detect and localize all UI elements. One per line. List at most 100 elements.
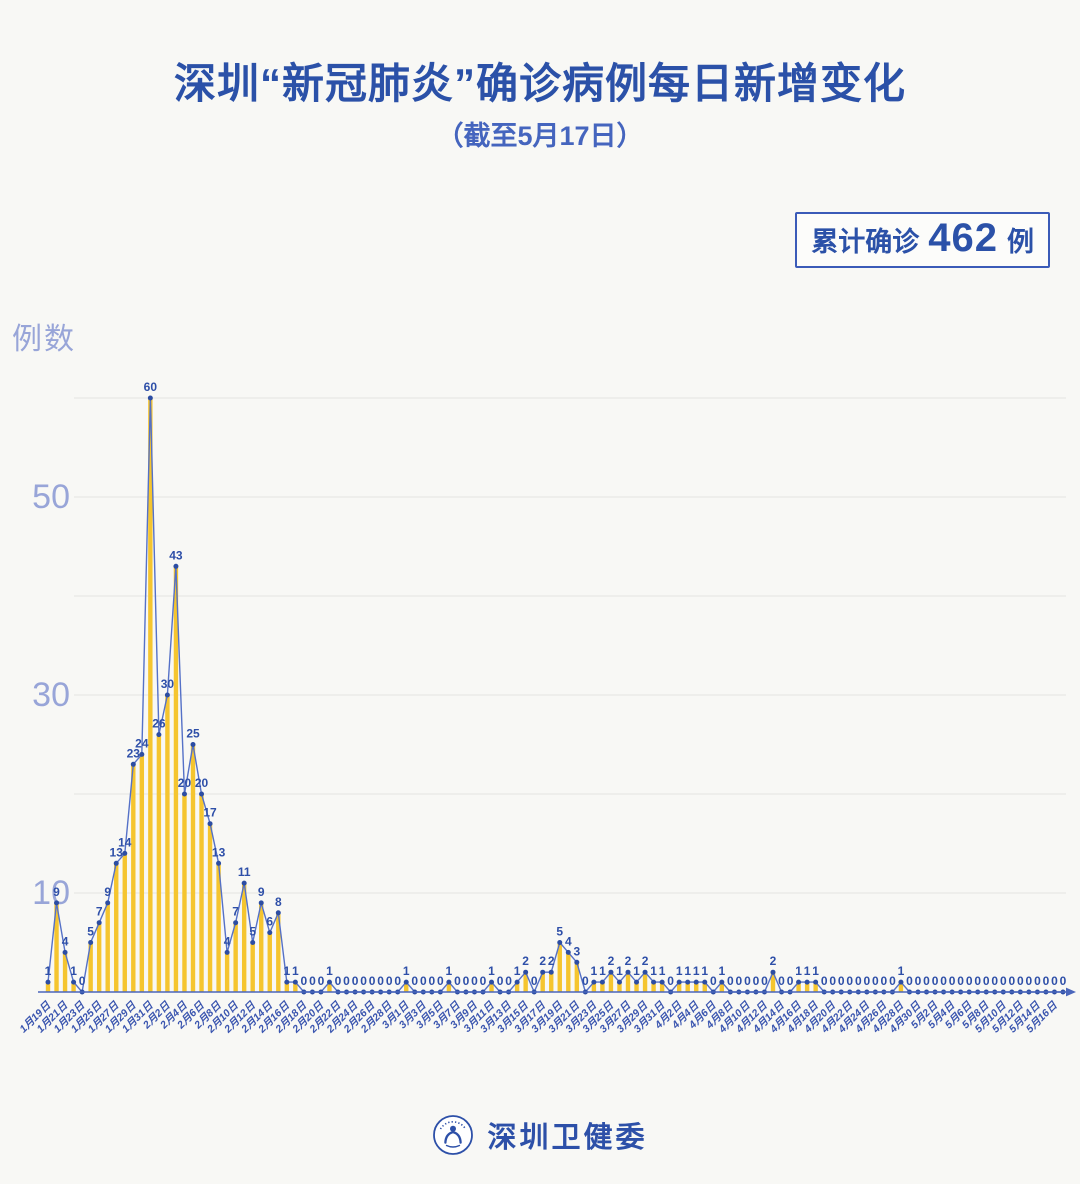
bar [523,972,528,992]
data-point-marker [45,979,51,985]
data-point-marker [130,761,136,767]
data-point-marker [608,969,614,975]
value-label: 1 [446,964,453,978]
value-label: 1 [292,964,299,978]
data-point-marker [813,979,819,985]
value-label: 7 [96,905,103,919]
bar [600,982,605,992]
y-axis-title: 例数 [12,323,76,356]
value-label: 4 [224,934,231,948]
value-label: 1 [45,964,52,978]
value-label: 0 [377,974,384,988]
health-commission-seal-icon [433,1115,474,1155]
value-label: 0 [966,974,973,988]
value-label: 0 [428,974,435,988]
value-label: 1 [616,964,623,978]
value-label: 0 [872,974,879,988]
value-label: 0 [855,974,862,988]
badge-unit-label: 例 [1007,227,1034,257]
value-label: 2 [548,954,555,968]
data-point-marker [685,979,691,985]
value-label: 24 [135,736,149,750]
value-label: 1 [659,964,666,978]
value-label: 5 [556,925,563,939]
value-label: 0 [369,974,376,988]
value-label: 1 [693,964,700,978]
value-label: 0 [710,974,717,988]
bar [199,794,204,992]
bar [327,982,332,992]
x-axis-arrow [1066,987,1076,997]
data-point-marker [113,860,119,866]
value-label: 0 [863,974,870,988]
bar [549,972,554,992]
data-point-marker [489,979,495,985]
bar [165,695,170,992]
bar [62,952,68,992]
data-point-marker [693,979,699,985]
value-label: 0 [881,974,888,988]
bar [96,922,102,992]
bar [139,754,145,992]
value-label: 0 [940,974,947,988]
value-label: 0 [727,974,734,988]
value-label: 6 [266,915,273,929]
value-label: 0 [420,974,427,988]
value-label: 0 [667,974,674,988]
bar [131,764,136,992]
value-label: 0 [1051,974,1058,988]
value-label: 13 [212,845,226,859]
value-label: 1 [650,964,657,978]
value-label: 8 [275,895,282,909]
value-label: 0 [335,974,342,988]
value-label: 0 [906,974,913,988]
value-label: 0 [1043,974,1050,988]
value-label: 3 [573,944,580,958]
value-label: 9 [53,885,60,899]
bar [45,982,51,992]
bar [719,982,725,992]
value-label: 0 [454,974,461,988]
bar [642,972,648,992]
value-label: 1 [684,964,691,978]
data-point-marker [139,751,145,757]
cumulative-total-badge: 累计确诊 462 例 [795,212,1050,268]
value-label: 0 [386,974,393,988]
value-labels-group: 1941057913142324602630432025201713471159… [45,380,1067,988]
value-label: 1 [599,964,606,978]
bar [489,982,494,992]
value-label: 0 [932,974,939,988]
value-label: 1 [676,964,683,978]
bar [694,982,699,992]
value-label: 2 [625,954,632,968]
value-label: 0 [889,974,896,988]
value-label: 0 [505,974,512,988]
bar [267,932,272,992]
bar [804,982,810,992]
bar [105,902,110,992]
bar [702,982,707,992]
data-point-marker [207,821,213,827]
value-label: 25 [186,727,200,741]
data-point-marker [616,979,622,985]
value-label: 0 [1017,974,1024,988]
data-point-marker [446,979,452,985]
value-label: 23 [127,746,141,760]
bar [276,912,281,992]
bars-group [45,398,904,992]
data-point-marker [796,979,802,985]
value-label: 11 [238,865,251,879]
data-point-marker [62,949,68,955]
data-point-marker [267,930,273,936]
value-label: 5 [87,925,94,939]
value-label: 1 [701,964,708,978]
data-point-marker [147,395,153,401]
bar [54,902,59,992]
bar [676,982,682,992]
data-point-marker [250,940,256,945]
data-point-marker [702,979,708,985]
value-label: 1 [488,964,495,978]
data-point-marker [275,910,281,916]
value-label: 43 [169,548,183,562]
